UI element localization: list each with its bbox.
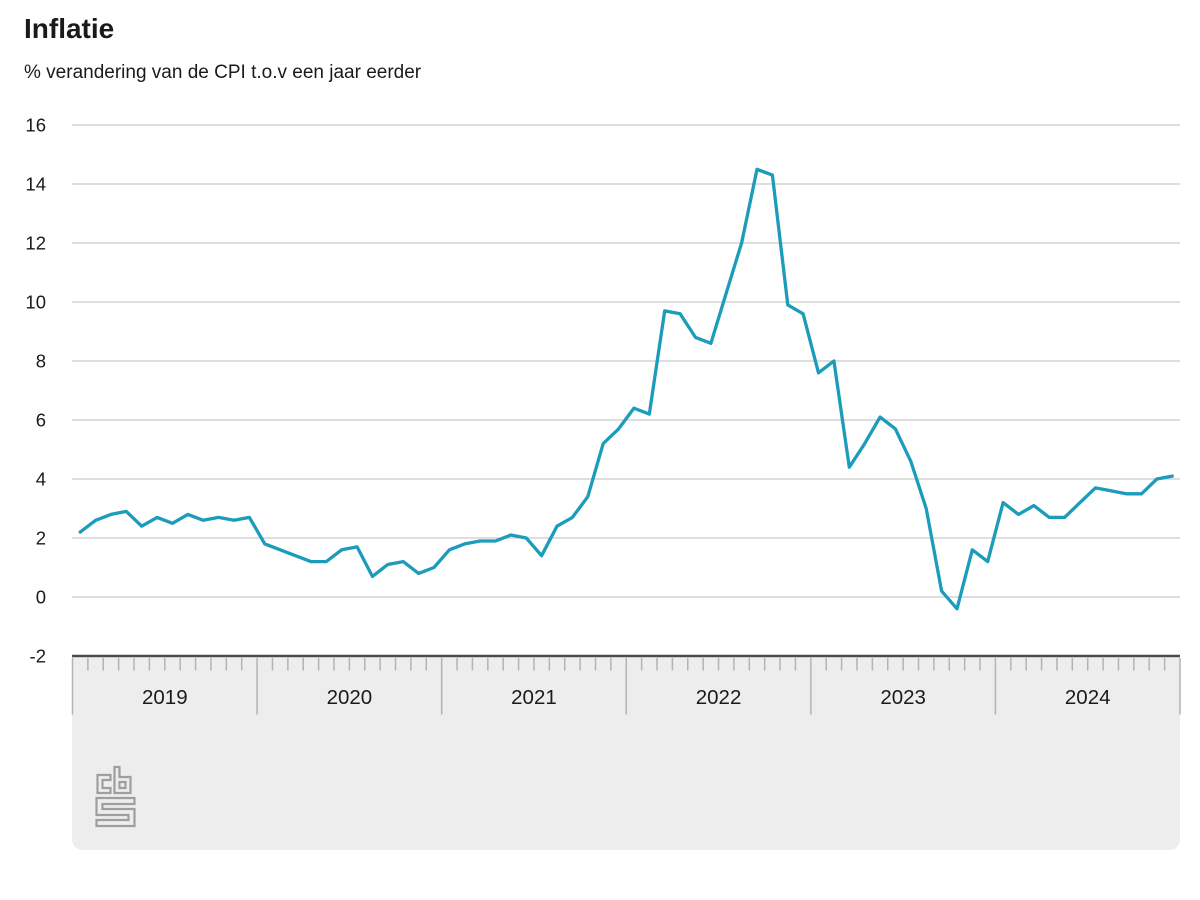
y-axis-labels: 16 14 12 10 8 6 4 2 0 -2 xyxy=(25,115,46,667)
y-tick-label: 6 xyxy=(36,410,46,431)
year-label: 2023 xyxy=(880,686,926,709)
cbs-logo-letter-b xyxy=(113,765,132,795)
y-tick-label: 12 xyxy=(25,233,46,254)
cbs-logo-letter-b-counter xyxy=(118,780,127,790)
year-label: 2020 xyxy=(327,686,373,709)
gridlines xyxy=(72,124,1180,658)
x-axis-year-labels: 2019 2020 2021 2022 2023 2024 xyxy=(142,686,1111,709)
y-tick-label: 0 xyxy=(36,587,46,608)
page-title: Inflatie xyxy=(24,13,115,44)
y-tick-label: 10 xyxy=(25,292,46,313)
y-tick-label: 2 xyxy=(36,528,46,549)
y-tick-label: 8 xyxy=(36,351,46,372)
year-label: 2022 xyxy=(696,686,742,709)
year-label: 2019 xyxy=(142,686,188,709)
ruler-panel xyxy=(72,657,1180,850)
cbs-logo xyxy=(95,765,136,828)
y-tick-label: 16 xyxy=(25,115,46,136)
cbs-logo-letter-s xyxy=(95,796,136,828)
cbs-logo-letter-c xyxy=(96,773,112,795)
chart-subtitle: % verandering van de CPI t.o.v een jaar … xyxy=(24,62,422,83)
x-axis-ruler xyxy=(71,657,1181,850)
inflation-line-path xyxy=(78,167,1174,611)
inflation-line xyxy=(78,167,1174,611)
y-tick-label: 14 xyxy=(25,174,46,195)
y-tick-label: -2 xyxy=(30,646,46,667)
year-label: 2024 xyxy=(1065,686,1111,709)
y-tick-label: 4 xyxy=(36,469,46,490)
year-label: 2021 xyxy=(511,686,557,709)
